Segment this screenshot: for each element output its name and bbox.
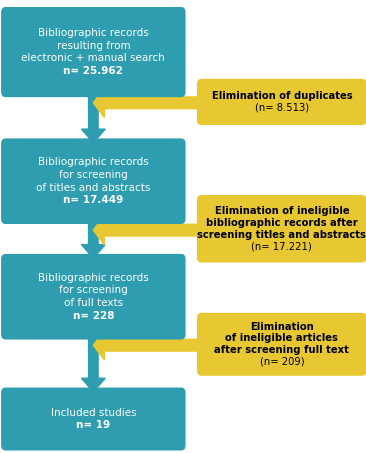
FancyBboxPatch shape <box>197 313 366 376</box>
Text: Bibliographic records: Bibliographic records <box>38 157 149 167</box>
Text: of full texts: of full texts <box>64 298 123 308</box>
Text: of ineligible articles: of ineligible articles <box>225 333 338 343</box>
Text: Elimination of ineligible: Elimination of ineligible <box>214 206 349 216</box>
FancyBboxPatch shape <box>1 254 186 340</box>
FancyBboxPatch shape <box>197 195 366 262</box>
FancyArrow shape <box>93 216 199 245</box>
Text: Elimination of duplicates: Elimination of duplicates <box>212 91 352 101</box>
FancyBboxPatch shape <box>197 79 366 125</box>
Text: Elimination: Elimination <box>250 322 314 332</box>
Text: after screening full text: after screening full text <box>214 345 349 355</box>
FancyBboxPatch shape <box>1 388 186 450</box>
FancyArrow shape <box>93 88 199 117</box>
Text: (n= 8.513): (n= 8.513) <box>255 103 309 113</box>
Text: Bibliographic records: Bibliographic records <box>38 273 149 283</box>
Text: Bibliographic records: Bibliographic records <box>38 28 149 38</box>
FancyBboxPatch shape <box>1 7 186 97</box>
Text: for screening: for screening <box>59 285 128 295</box>
Text: bibliographic records after: bibliographic records after <box>206 218 358 228</box>
Text: (n= 209): (n= 209) <box>259 357 304 367</box>
Text: n= 17.449: n= 17.449 <box>63 195 123 205</box>
FancyArrow shape <box>93 331 199 360</box>
Text: n= 19: n= 19 <box>76 420 111 430</box>
FancyArrow shape <box>81 333 105 392</box>
Text: n= 25.962: n= 25.962 <box>63 66 123 76</box>
Text: Included studies: Included studies <box>51 408 136 418</box>
Text: screening titles and abstracts: screening titles and abstracts <box>197 230 366 240</box>
Text: (n= 17.221): (n= 17.221) <box>251 241 312 251</box>
FancyArrow shape <box>81 93 105 143</box>
Text: electronic + manual search: electronic + manual search <box>22 53 165 63</box>
Text: of titles and abstracts: of titles and abstracts <box>36 183 150 193</box>
FancyArrow shape <box>81 217 105 258</box>
Text: n= 228: n= 228 <box>72 311 114 321</box>
Text: resulting from: resulting from <box>56 41 130 51</box>
Text: for screening: for screening <box>59 170 128 180</box>
FancyBboxPatch shape <box>1 139 186 224</box>
